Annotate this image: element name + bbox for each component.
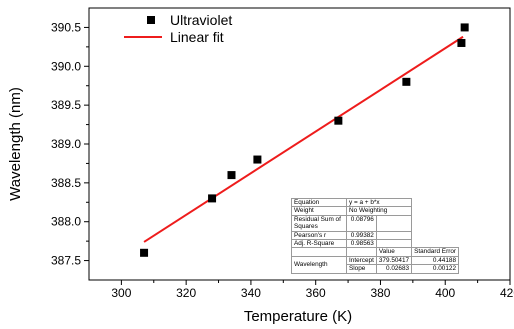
weight-value: No Weighting: [345, 206, 413, 216]
data-point: [253, 155, 262, 164]
y-tick-label: 390.5: [51, 20, 81, 34]
y-tick-label: 389.5: [51, 98, 81, 112]
x-tick-label: 360: [306, 286, 326, 300]
x-tick-label: 300: [111, 286, 131, 300]
x-tick-label: 420: [500, 286, 514, 300]
y-tick-label: 387.5: [51, 254, 81, 268]
y-axis-title: Wavelength (nm): [7, 87, 24, 201]
slope-error: 0.00122: [411, 264, 460, 274]
stderr-header: Standard Error: [411, 247, 460, 257]
x-tick-label: 380: [370, 286, 390, 300]
row-label: Wavelength: [291, 255, 347, 274]
fit-results-table: Equation y = a + b*x Weight No Weighting…: [291, 197, 460, 274]
x-tick-label: 400: [435, 286, 455, 300]
x-axis-ticks: 300 320 340 360 380 400 420: [111, 280, 514, 300]
empty-cell: [346, 247, 377, 257]
legend-label-linear-fit: Linear fit: [170, 29, 224, 45]
empty-cell: [375, 239, 413, 249]
adj-r2-value: 0.98563: [346, 239, 377, 249]
legend-label-ultraviolet: Ultraviolet: [170, 12, 232, 28]
rss-label: Residual Sum of Squares: [291, 214, 347, 232]
data-point: [460, 23, 469, 32]
legend: Ultraviolet Linear fit: [124, 12, 232, 45]
data-point: [208, 194, 217, 203]
x-tick-label: 340: [241, 286, 261, 300]
weight-label: Weight: [291, 206, 347, 216]
empty-cell: [375, 230, 413, 241]
data-point: [457, 38, 466, 47]
intercept-label: Intercept: [346, 255, 377, 266]
fit-line: [143, 35, 464, 243]
slope-label: Slope: [346, 264, 377, 274]
data-point: [334, 116, 343, 125]
y-tick-label: 390.0: [51, 59, 81, 73]
x-axis-title: Temperature (K): [244, 308, 352, 325]
rss-value: 0.08796: [346, 214, 377, 232]
data-point: [140, 248, 149, 257]
y-tick-label: 388.0: [51, 215, 81, 229]
pearson-value: 0.99382: [346, 230, 377, 241]
fit-line-layer: [143, 35, 464, 243]
legend-marker-ultraviolet: [147, 16, 155, 24]
intercept-error: 0.44188: [411, 255, 460, 266]
empty-cell: [375, 214, 413, 232]
adj-r2-label: Adj. R-Square: [291, 239, 347, 249]
x-tick-label: 320: [176, 286, 196, 300]
intercept-value: 379.50417: [375, 255, 413, 266]
data-point: [227, 171, 236, 180]
y-tick-label: 389.0: [51, 137, 81, 151]
data-points: [140, 23, 469, 257]
y-axis-ticks: 387.5 388.0 388.5 389.0 389.5 390.0 390.5: [51, 20, 89, 268]
value-header: Value: [375, 247, 413, 257]
empty-cell: [291, 247, 347, 257]
slope-value: 0.02683: [375, 264, 413, 274]
equation-label: Equation: [291, 197, 347, 208]
pearson-label: Pearson's r: [291, 230, 347, 241]
equation-value: y = a + b*x: [345, 197, 413, 208]
data-point: [402, 77, 411, 86]
y-tick-label: 388.5: [51, 176, 81, 190]
